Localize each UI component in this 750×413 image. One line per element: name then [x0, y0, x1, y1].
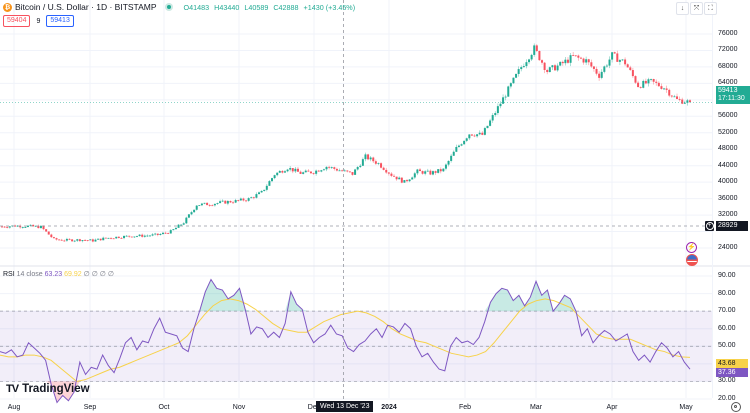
time-axis-label: Nov [232, 404, 246, 411]
price-axis-label: 32000 [718, 211, 738, 219]
time-axis-label: Feb [458, 404, 472, 411]
price-axis-label: 52000 [718, 128, 738, 136]
price-axis-label: 56000 [718, 112, 738, 120]
time-axis-label: 2024 [381, 404, 397, 411]
lightning-event-icon[interactable]: ⚡ [686, 242, 697, 253]
sell-button[interactable]: 59404 [3, 15, 31, 27]
last-price-tag: 59413 17:11:30 [716, 86, 750, 104]
rsi-axis-label: 30.00 [718, 377, 736, 385]
maximize-icon[interactable]: ⛶ [704, 2, 717, 15]
bitcoin-icon: ₿ [3, 2, 12, 12]
tradingview-logo[interactable]: TV TradingView [6, 383, 90, 395]
crosshair-price-label: 28929 [716, 221, 748, 231]
arrow-down-icon[interactable]: ↓ [676, 2, 689, 15]
price-axis-label: 40000 [718, 178, 738, 186]
price-axis-label: 68000 [718, 62, 738, 70]
last-price: 59413 [718, 87, 738, 94]
settings-gear-icon[interactable] [731, 402, 741, 412]
tradingview-mark-icon: TV [6, 383, 19, 395]
crosshair-overlays [0, 0, 712, 400]
us-flag-event-icon[interactable] [686, 254, 698, 266]
rsi-pane[interactable] [0, 278, 712, 404]
price-axis-label: 76000 [718, 30, 738, 37]
buy-button[interactable]: 59413 [46, 15, 74, 27]
symbol-title[interactable]: Bitcoin / U.S. Dollar · 1D · BITSTAMP [15, 2, 157, 12]
market-open-dot-icon [164, 3, 173, 11]
add-alert-plus-icon[interactable]: + [705, 221, 714, 231]
low-value: 40589 [248, 2, 269, 12]
high-value: 43440 [219, 2, 240, 12]
bar-countdown: 17:11:30 [718, 95, 745, 102]
crosshair-date-label: Wed 13 Dec '23 [316, 401, 374, 412]
rsi-axis-label: 70.00 [718, 307, 736, 315]
rsi-legend[interactable]: RSI 14 close 63.23 69.92 ∅ ∅ ∅ ∅ [3, 271, 114, 278]
price-axis-label: 44000 [718, 161, 738, 169]
symbol-legend[interactable]: ₿ Bitcoin / U.S. Dollar · 1D · BITSTAMP … [3, 2, 355, 12]
open-value: 41483 [189, 2, 210, 12]
rsi-axis-label: 50.00 [718, 342, 736, 350]
rsi-axis-label: 80.00 [718, 289, 736, 297]
time-axis-label: May [679, 404, 693, 411]
close-value: 42888 [278, 2, 299, 12]
rsi-ma-last-tag: 43.68 [716, 359, 748, 368]
rsi-axis-label: 90.00 [718, 272, 736, 279]
time-axis-label: Apr [606, 404, 618, 411]
price-axis-label: 36000 [718, 194, 738, 202]
price-axis-label: 72000 [718, 46, 738, 54]
spread-value: 9 [36, 17, 41, 25]
price-axis-label: 24000 [718, 244, 738, 251]
rsi-axis-label: 60.00 [718, 324, 736, 332]
ohlc-values: O41483 H43440 L40589 C42888 +1430 (+3.45… [183, 2, 356, 12]
price-axis-label: 64000 [718, 79, 738, 87]
rsi-axis-label: 20.00 [718, 395, 736, 402]
candlestick-series[interactable] [1, 43, 691, 243]
collapse-icon[interactable]: ⤧ [690, 2, 703, 15]
buy-sell-panel: 59404 9 59413 [3, 15, 74, 27]
time-axis-label: Sep [83, 404, 97, 411]
price-axis-label: 48000 [718, 145, 738, 153]
rsi-last-tag: 37.36 [716, 368, 748, 377]
time-axis-label: Oct [158, 404, 170, 411]
rsi-value: 63.23 [44, 271, 63, 278]
time-axis-label: Aug [7, 404, 21, 411]
time-axis-label: Mar [529, 404, 543, 411]
rsi-ma-value: 69.92 [64, 271, 82, 278]
time-axis-label: Dec [307, 404, 321, 411]
change-value: +1430 (+3.45%) [303, 2, 356, 12]
